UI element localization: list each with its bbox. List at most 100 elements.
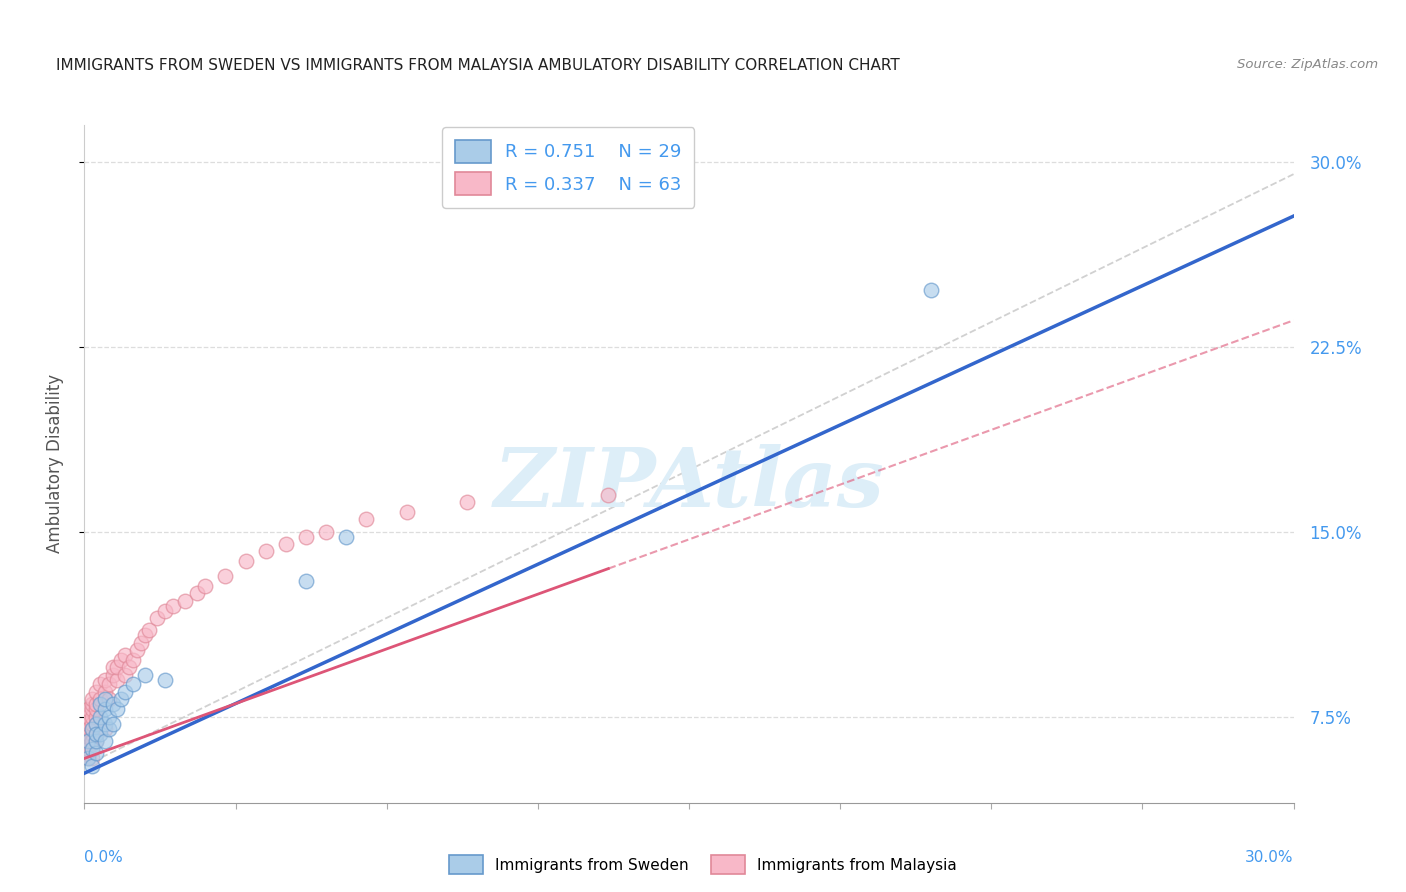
Text: 0.0%: 0.0% — [84, 850, 124, 865]
Point — [82, 734, 104, 748]
Point — [920, 283, 942, 297]
Y-axis label: Ambulatory Disability: Ambulatory Disability — [45, 375, 63, 553]
Point — [86, 727, 108, 741]
Point — [153, 673, 176, 687]
Point — [82, 741, 104, 756]
Point — [114, 648, 136, 662]
Point — [77, 702, 100, 716]
Point — [101, 697, 124, 711]
Point — [456, 495, 478, 509]
Point — [110, 692, 132, 706]
Point — [89, 697, 111, 711]
Point — [77, 722, 100, 736]
Point — [194, 579, 217, 593]
Point — [86, 727, 108, 741]
Point — [134, 628, 156, 642]
Point — [235, 554, 257, 568]
Point — [77, 751, 100, 765]
Point — [186, 586, 208, 600]
Text: Source: ZipAtlas.com: Source: ZipAtlas.com — [1237, 58, 1378, 71]
Point — [97, 709, 120, 723]
Point — [274, 537, 297, 551]
Point — [77, 734, 100, 748]
Point — [82, 709, 104, 723]
Point — [295, 574, 318, 588]
Text: IMMIGRANTS FROM SWEDEN VS IMMIGRANTS FROM MALAYSIA AMBULATORY DISABILITY CORRELA: IMMIGRANTS FROM SWEDEN VS IMMIGRANTS FRO… — [56, 58, 900, 73]
Point — [295, 530, 318, 544]
Point — [118, 660, 141, 674]
Point — [77, 709, 100, 723]
Point — [82, 722, 104, 736]
Point — [598, 488, 620, 502]
Point — [82, 697, 104, 711]
Point — [93, 685, 115, 699]
Point — [89, 709, 111, 723]
Point — [82, 741, 104, 756]
Point — [114, 667, 136, 681]
Point — [254, 544, 277, 558]
Point — [214, 569, 236, 583]
Point — [105, 660, 128, 674]
Point — [93, 702, 115, 716]
Point — [105, 673, 128, 687]
Point — [82, 751, 104, 765]
Point — [77, 741, 100, 756]
Point — [97, 692, 120, 706]
Legend: R = 0.751    N = 29, R = 0.337    N = 63: R = 0.751 N = 29, R = 0.337 N = 63 — [441, 128, 695, 208]
Point — [89, 692, 111, 706]
Point — [82, 759, 104, 773]
Point — [82, 727, 104, 741]
Point — [86, 709, 108, 723]
Point — [82, 702, 104, 716]
Text: 30.0%: 30.0% — [1246, 850, 1294, 865]
Point — [153, 603, 176, 617]
Point — [101, 717, 124, 731]
Point — [82, 692, 104, 706]
Point — [86, 697, 108, 711]
Point — [101, 667, 124, 681]
Point — [77, 751, 100, 765]
Point — [110, 653, 132, 667]
Point — [335, 530, 357, 544]
Point — [86, 747, 108, 761]
Point — [89, 677, 111, 691]
Legend: Immigrants from Sweden, Immigrants from Malaysia: Immigrants from Sweden, Immigrants from … — [443, 849, 963, 880]
Point — [134, 667, 156, 681]
Point — [77, 717, 100, 731]
Point — [356, 512, 378, 526]
Point — [82, 734, 104, 748]
Point — [114, 685, 136, 699]
Point — [86, 702, 108, 716]
Point — [93, 692, 115, 706]
Point — [82, 722, 104, 736]
Point — [121, 653, 143, 667]
Point — [86, 717, 108, 731]
Point — [125, 643, 148, 657]
Point — [395, 505, 418, 519]
Point — [101, 660, 124, 674]
Point — [138, 624, 160, 638]
Point — [93, 734, 115, 748]
Point — [82, 717, 104, 731]
Point — [86, 734, 108, 748]
Point — [77, 727, 100, 741]
Point — [121, 677, 143, 691]
Point — [162, 599, 184, 613]
Point — [86, 685, 108, 699]
Point — [89, 727, 111, 741]
Point — [97, 677, 120, 691]
Point — [105, 702, 128, 716]
Point — [86, 717, 108, 731]
Point — [77, 734, 100, 748]
Text: ZIPAtlas: ZIPAtlas — [494, 444, 884, 524]
Point — [93, 722, 115, 736]
Point — [93, 717, 115, 731]
Point — [77, 747, 100, 761]
Point — [97, 722, 120, 736]
Point — [315, 524, 337, 539]
Point — [86, 734, 108, 748]
Point — [129, 635, 152, 649]
Point — [146, 611, 169, 625]
Point — [174, 593, 197, 607]
Point — [93, 673, 115, 687]
